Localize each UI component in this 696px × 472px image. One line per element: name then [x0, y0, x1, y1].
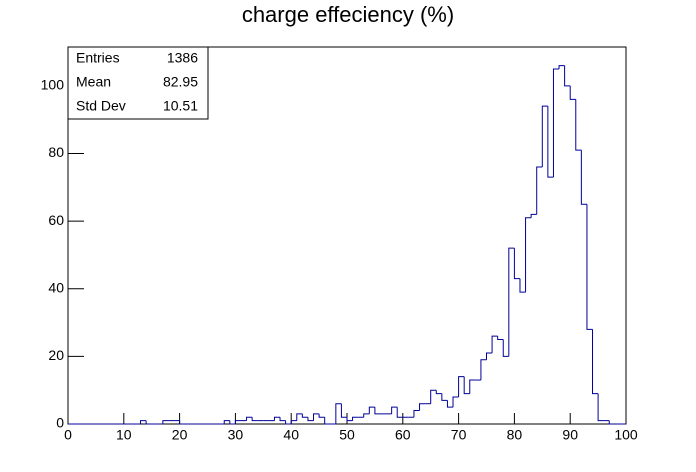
stats-value: 1386: [167, 50, 198, 66]
histogram-bin: [552, 68, 560, 178]
histogram-bin: [497, 336, 504, 340]
y-tick-label: 20: [48, 347, 64, 363]
stats-label: Entries: [76, 50, 120, 66]
histogram-bin: [318, 413, 325, 418]
histogram-bin: [592, 329, 599, 395]
histogram-bin: [229, 420, 236, 425]
histogram-bin: [162, 420, 169, 424]
histogram-bin: [480, 359, 487, 381]
histogram-bin: [251, 417, 258, 422]
histogram-bin: [564, 65, 571, 87]
chart-title: charge effeciency (%): [242, 2, 454, 27]
histogram-bin: [502, 339, 509, 357]
x-tick-label: 50: [339, 427, 355, 443]
histogram-bin: [324, 417, 331, 425]
histogram-bin: [519, 278, 526, 293]
histogram-bin: [486, 352, 493, 360]
histogram-bin: [508, 247, 515, 357]
y-tick-label: 60: [48, 212, 64, 228]
x-tick-label: 0: [64, 427, 72, 443]
histogram-bin: [541, 105, 548, 168]
x-tick-label: 20: [172, 427, 188, 443]
histogram-bin: [391, 406, 398, 414]
histogram-bin: [530, 213, 537, 218]
histogram-bin: [575, 99, 582, 151]
histogram-bin: [435, 390, 442, 395]
histogram-bin: [313, 413, 320, 421]
histogram-bin: [273, 416, 281, 421]
histogram-bin: [246, 416, 253, 421]
histogram-bin: [179, 420, 186, 425]
histogram-bin: [458, 376, 465, 397]
histogram-bin: [374, 407, 381, 415]
histogram-bin: [340, 403, 347, 418]
histogram-bin: [525, 217, 532, 293]
x-tick-label: 40: [283, 427, 299, 443]
histogram-bin: [452, 396, 459, 408]
histogram-bin: [430, 389, 437, 404]
stats-box: [67, 46, 209, 120]
histogram-bin: [346, 417, 353, 422]
stats-label: Mean: [76, 74, 111, 90]
histogram-bin: [296, 413, 303, 421]
histogram-bin: [513, 248, 520, 280]
histogram-bin: [301, 413, 308, 418]
histogram-bin: [234, 420, 241, 424]
x-tick-label: 80: [507, 427, 523, 443]
histogram-bin: [413, 409, 420, 418]
histogram-bin: [419, 403, 426, 411]
histogram-bin: [285, 420, 292, 425]
histogram-bin: [491, 335, 498, 353]
histogram-bin: [597, 393, 604, 422]
histogram-bin: [608, 420, 615, 425]
histogram-bin: [558, 65, 565, 69]
x-tick-label: 100: [614, 427, 638, 443]
stats-value: 10.51: [163, 98, 198, 114]
histogram-bin: [536, 166, 543, 215]
histogram-bin: [580, 150, 587, 205]
y-tick-label: 40: [48, 279, 64, 295]
histogram-bin: [145, 420, 152, 425]
histogram-bin: [586, 204, 593, 330]
histogram-bin: [352, 416, 359, 421]
y-tick-label: 80: [48, 144, 64, 160]
histogram-bin: [446, 400, 454, 408]
stats-value: 82.95: [163, 74, 198, 90]
histogram-bin: [396, 407, 403, 418]
histogram-bin: [279, 417, 286, 422]
x-tick-label: 60: [395, 427, 411, 443]
histogram-bin: [368, 406, 375, 414]
histogram-bin: [463, 376, 470, 395]
histogram-bin: [335, 403, 342, 424]
histogram-bin: [547, 106, 554, 178]
y-tick-label: 0: [56, 415, 64, 431]
histogram-bin: [140, 420, 147, 424]
histogram-bin: [363, 413, 370, 418]
x-tick-label: 70: [451, 427, 467, 443]
histogram-bin: [569, 85, 576, 100]
histogram-bin: [469, 379, 476, 394]
x-tick-label: 10: [116, 427, 132, 443]
histogram-bin: [307, 417, 314, 422]
x-tick-label: 30: [228, 427, 244, 443]
y-tick-label: 100: [41, 77, 65, 93]
x-tick-label: 90: [562, 427, 578, 443]
histogram-bin: [441, 393, 448, 401]
histogram-bin: [223, 420, 230, 424]
histogram-bin: [290, 420, 297, 424]
stats-label: Std Dev: [76, 98, 126, 114]
